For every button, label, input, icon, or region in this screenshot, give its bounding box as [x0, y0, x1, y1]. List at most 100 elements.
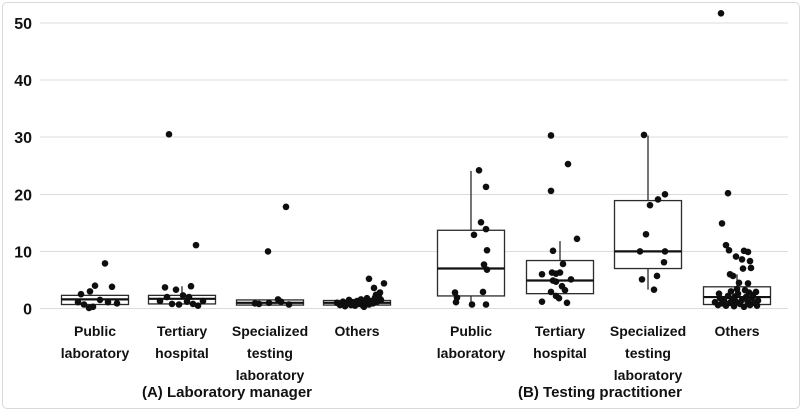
data-point — [538, 270, 546, 278]
data-point — [452, 298, 460, 306]
data-point — [183, 298, 191, 305]
data-point — [80, 301, 88, 308]
data-point — [739, 265, 747, 272]
y-tick-label: 50 — [14, 16, 32, 33]
category-label: Specialized testing laboratory — [232, 323, 308, 383]
data-point — [192, 241, 200, 249]
data-point — [483, 266, 491, 273]
box — [436, 229, 506, 297]
data-point — [264, 248, 272, 255]
data-point — [744, 248, 752, 256]
data-point — [555, 294, 563, 302]
data-point — [747, 264, 755, 272]
data-point — [380, 280, 388, 287]
panel-b-caption: (B) Testing practitioner — [518, 384, 682, 401]
data-point — [561, 286, 569, 294]
data-point — [156, 297, 164, 305]
data-point — [567, 276, 575, 283]
y-tick-label: 40 — [14, 73, 32, 90]
data-point — [483, 246, 491, 254]
data-point — [549, 247, 557, 255]
y-tick-label: 30 — [14, 130, 32, 147]
data-point — [724, 189, 732, 197]
data-point — [730, 302, 738, 310]
data-point — [714, 301, 722, 309]
data-point — [482, 225, 490, 233]
data-point — [85, 304, 93, 312]
data-point — [748, 294, 756, 301]
data-point — [101, 260, 109, 267]
data-point — [547, 187, 555, 195]
data-point — [265, 299, 273, 307]
data-point — [564, 160, 572, 168]
panel-a-caption: (A) Laboratory manager — [141, 384, 313, 401]
data-point — [96, 296, 104, 304]
data-point — [482, 183, 490, 191]
data-point — [482, 301, 490, 308]
category-label: Tertiary hospital — [533, 323, 587, 361]
data-point — [91, 282, 99, 289]
data-point — [285, 301, 293, 308]
data-point — [559, 260, 567, 268]
category-label: Tertiary hospital — [155, 323, 209, 361]
data-point — [661, 248, 669, 255]
data-point — [661, 191, 669, 198]
data-point — [194, 302, 202, 309]
y-tick-label: 20 — [14, 187, 32, 204]
data-point — [729, 272, 737, 280]
data-point — [538, 298, 546, 305]
category-label: Specialized testing laboratory — [610, 323, 686, 383]
category-label: Public laboratory — [437, 323, 506, 361]
category-label: Public laboratory — [61, 323, 130, 361]
data-point — [360, 303, 368, 311]
data-point — [175, 301, 183, 308]
data-point — [744, 280, 752, 287]
data-point — [113, 300, 121, 307]
category-label: Others — [334, 323, 379, 339]
data-point — [277, 298, 285, 305]
data-point — [722, 302, 730, 309]
data-point — [650, 286, 658, 293]
data-point — [165, 131, 173, 138]
data-point — [255, 300, 263, 308]
data-point — [282, 203, 290, 211]
data-point — [740, 303, 748, 311]
data-point — [108, 283, 116, 291]
data-point — [547, 132, 555, 139]
data-point — [480, 261, 488, 268]
data-point — [351, 302, 359, 309]
data-point — [638, 276, 646, 283]
y-tick-label: 0 — [23, 302, 32, 319]
data-point — [722, 241, 730, 249]
data-point — [163, 293, 171, 301]
y-tick-label: 10 — [14, 244, 32, 261]
data-point — [179, 292, 187, 299]
data-point — [636, 248, 644, 255]
data-point — [746, 301, 754, 309]
data-point — [746, 257, 754, 265]
data-point — [365, 275, 373, 283]
data-point — [654, 196, 662, 203]
data-point — [718, 220, 726, 227]
data-point — [189, 300, 197, 308]
data-point — [738, 256, 746, 263]
data-point — [717, 9, 725, 17]
data-point — [470, 231, 478, 239]
data-point — [653, 272, 661, 280]
data-point — [86, 288, 94, 295]
data-point — [336, 301, 344, 309]
data-point — [161, 284, 169, 291]
data-point — [642, 230, 650, 238]
data-point — [753, 302, 761, 309]
data-point — [735, 279, 743, 287]
data-point — [168, 300, 176, 308]
data-point — [187, 282, 195, 290]
data-point — [660, 258, 668, 266]
category-label: Others — [714, 323, 759, 339]
data-point — [77, 290, 85, 298]
data-point — [172, 286, 180, 293]
data-point — [547, 288, 555, 296]
data-point — [468, 301, 476, 308]
